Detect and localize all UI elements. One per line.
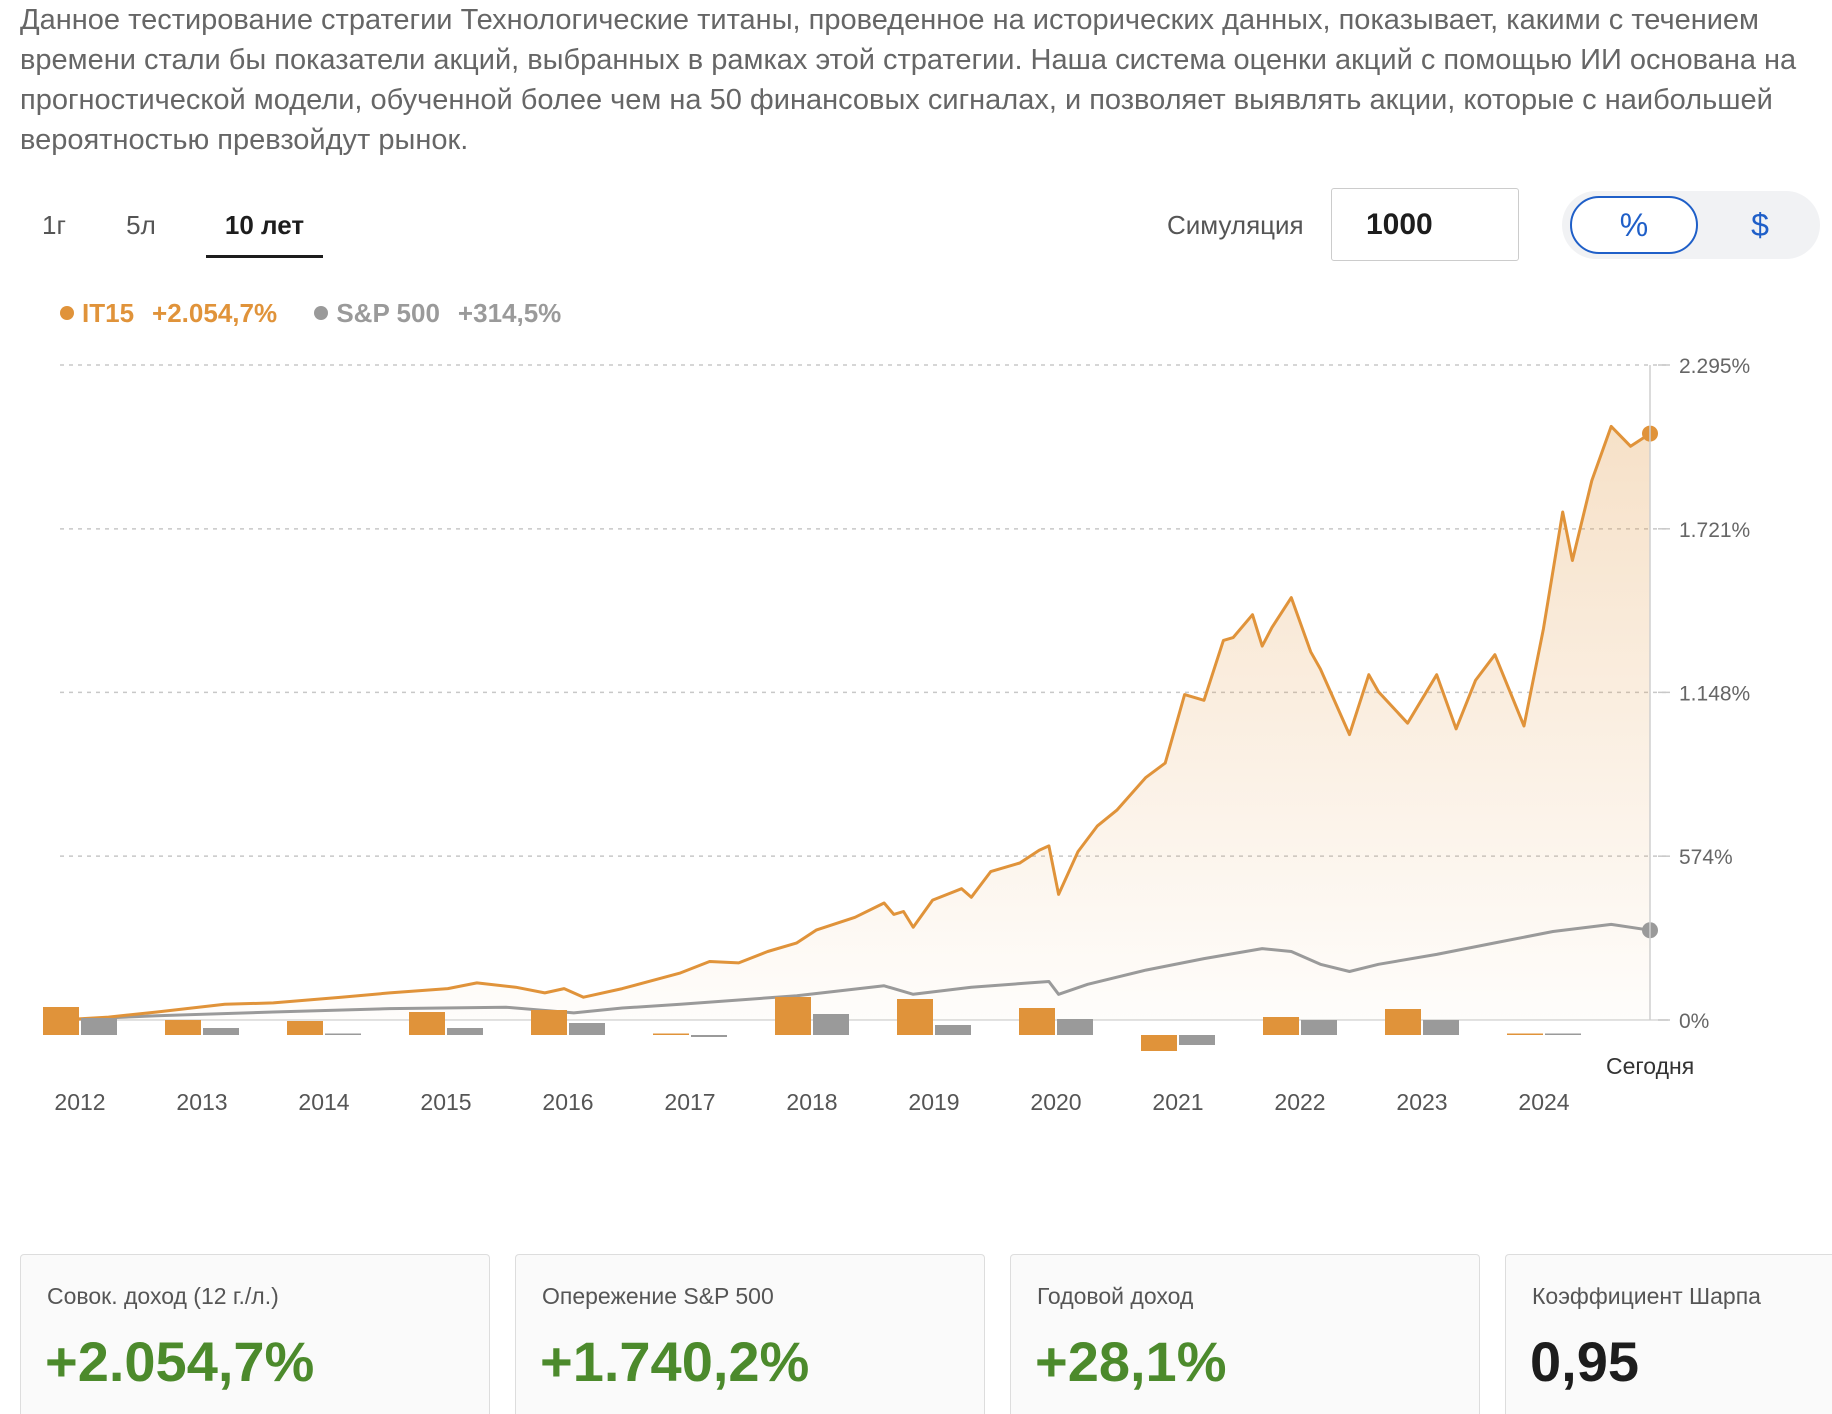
sp500-annual-bar[interactable] [935,1025,971,1035]
annual-returns-bars: 2012 2013 2014 2015 2016 2017 2018 2019 2020 2021… [43,997,1694,1115]
it15-annual-bar[interactable] [409,1012,445,1035]
sp500-annual-bar[interactable] [1301,1020,1337,1035]
it15-annual-bar[interactable] [1385,1009,1421,1035]
y-tick-label: 2.295% [1679,355,1750,378]
chart-legend: IT15 +2.054,7% S&P 500 +314,5% [60,298,591,329]
tab-5y[interactable]: 5л [126,210,156,240]
chart-area [60,426,1650,1020]
stat-value: +2.054,7% [45,1330,315,1393]
stat-card-cumulative: Совок. доход (12 г./л.) +2.054,7% [20,1254,490,1414]
stat-label: Совок. доход (12 г./л.) [47,1283,279,1309]
sp500-annual-bar[interactable] [203,1028,239,1035]
it15-area [60,426,1650,1020]
simulation-label: Симуляция [1167,210,1304,240]
unit-toggle: % $ [1562,191,1820,259]
it15-annual-bar[interactable] [897,999,933,1035]
y-tick-label: 0% [1679,1010,1709,1033]
year-label: 2014 [298,1089,349,1115]
legend-dot-it15 [60,306,74,320]
year-label: 2024 [1518,1089,1569,1115]
percent-button[interactable]: % [1570,196,1698,254]
it15-annual-bar[interactable] [653,1033,689,1036]
year-label: 2015 [420,1089,471,1115]
sp500-annual-bar[interactable] [1057,1019,1093,1035]
strategy-description: Данное тестирование стратегии Технологич… [20,4,1797,156]
it15-annual-bar[interactable] [1507,1033,1543,1036]
legend-sp500[interactable]: S&P 500 +314,5% [314,298,561,329]
chart-y-axis: 0% 574% 1.148% 1.721% 2.295% [1649,355,1750,1033]
year-label: 2017 [664,1089,715,1115]
stat-value: 0,95 [1530,1330,1639,1393]
year-label: 2020 [1030,1089,1081,1115]
year-label: 2021 [1152,1089,1203,1115]
sp500-annual-bar[interactable] [691,1035,727,1037]
year-label: 2023 [1396,1089,1447,1115]
stat-label: Годовой доход [1037,1283,1194,1309]
today-label: Сегодня [1606,1053,1694,1079]
sp500-annual-bar[interactable] [1423,1020,1459,1035]
it15-annual-bar[interactable] [1263,1017,1299,1035]
sp500-annual-bar[interactable] [813,1014,849,1035]
tab-1y[interactable]: 1г [42,210,66,240]
legend-it15[interactable]: IT15 +2.054,7% [60,298,277,329]
tab-10y[interactable]: 10 лет [206,205,323,258]
y-tick-label: 574% [1679,846,1733,869]
stat-card-outperformance: Опережение S&P 500 +1.740,2% [515,1254,985,1414]
performance-chart: 0%574%1.148%1.721%2.295% 2012 2013 2014 201… [43,355,1750,1115]
it15-annual-bar[interactable] [165,1020,201,1035]
it15-line [59,424,1651,1022]
it15-annual-bar[interactable] [531,1010,567,1035]
stat-card-sharpe: Коэффициент Шарпа 0,95 [1505,1254,1832,1414]
year-label: 2013 [176,1089,227,1115]
simulation-input[interactable] [1331,188,1519,261]
legend-dot-sp500 [314,306,329,320]
stat-label: Коэффициент Шарпа [1532,1283,1761,1309]
it15-annual-bar[interactable] [1019,1008,1055,1035]
it15-annual-bar[interactable] [775,997,811,1035]
sp500-annual-bar[interactable] [325,1033,361,1036]
it15-annual-bar[interactable] [43,1007,79,1035]
stat-value: +28,1% [1035,1330,1227,1393]
stat-value: +1.740,2% [540,1330,810,1393]
y-tick-label: 1.148% [1679,682,1750,705]
year-label: 2016 [542,1089,593,1115]
y-tick-label: 1.721% [1679,519,1750,542]
sp500-annual-bar[interactable] [569,1023,605,1035]
legend-name-it15: IT15 [82,298,135,328]
legend-name-sp500: S&P 500 [336,298,440,328]
sp500-annual-bar[interactable] [1545,1033,1581,1036]
legend-value-sp500: +314,5% [457,298,562,328]
legend-value-it15: +2.054,7% [152,298,278,328]
year-label: 2022 [1274,1089,1325,1115]
stat-card-annual: Годовой доход +28,1% [1010,1254,1480,1414]
year-label: 2019 [908,1089,959,1115]
sp500-annual-bar[interactable] [81,1018,117,1035]
it15-annual-bar[interactable] [1141,1035,1177,1051]
year-label: 2018 [786,1089,837,1115]
sp500-annual-bar[interactable] [1179,1035,1215,1045]
it15-annual-bar[interactable] [287,1021,323,1035]
dollar-button[interactable]: $ [1751,207,1769,243]
year-label: 2012 [54,1089,105,1115]
stat-label: Опережение S&P 500 [542,1283,774,1309]
sp500-annual-bar[interactable] [447,1028,483,1035]
